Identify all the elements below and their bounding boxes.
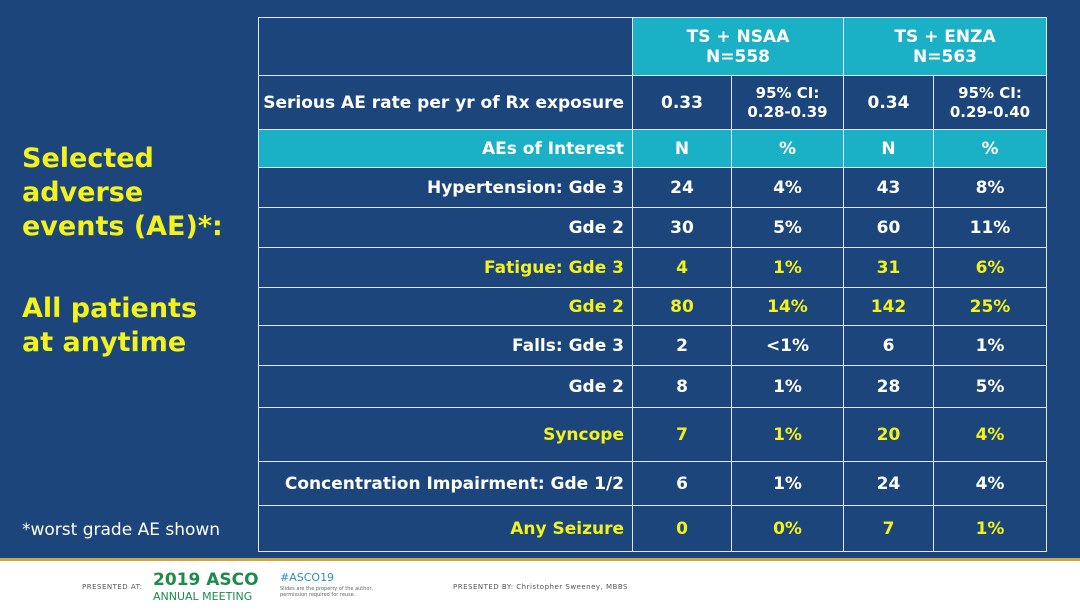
arm-header-enza: TS + ENZA N=563 (843, 17, 1047, 76)
asco-logo: 2019 ASCO (153, 570, 259, 590)
cell-value: 25% (933, 287, 1047, 326)
slide-subtitle: All patients at anytime (22, 293, 198, 358)
cell-value: 6% (933, 247, 1047, 288)
row-label: Hypertension: Gde 3 (258, 167, 633, 208)
cell-value: 30 (632, 207, 732, 248)
cell-value: 6 (843, 325, 934, 366)
row-label: Gde 2 (258, 365, 633, 408)
cell-value: 4% (731, 167, 844, 208)
adverse-events-table: TS + NSAA N=558 TS + ENZA N=563 Serious AE… (258, 17, 1047, 552)
cell-value: 31 (843, 247, 934, 288)
cell-value: 14% (731, 287, 844, 326)
ci-cell: 95% CI: 0.28-0.39 (731, 75, 844, 130)
table-row: Syncope 7 1% 20 4% (258, 407, 1047, 462)
cell-value: 1% (731, 247, 844, 288)
row-label: Syncope (258, 407, 633, 462)
hashtag: #ASCO19 (280, 571, 335, 584)
ci-cell: 95% CI: 0.29-0.40 (933, 75, 1047, 130)
column-header-row: AEs of Interest N % N % (258, 129, 1047, 168)
cell-value: 1% (731, 407, 844, 462)
ci-range: 0.28-0.39 (747, 102, 828, 121)
cell-value: 7 (632, 407, 732, 462)
cell-value: 5% (731, 207, 844, 248)
cell-value: 24 (632, 167, 732, 208)
row-label: Gde 2 (258, 207, 633, 248)
cell-value: 5% (933, 365, 1047, 408)
table-row: Hypertension: Gde 3 24 4% 43 8% (258, 167, 1047, 208)
row-label: Serious AE rate per yr of Rx exposure (258, 75, 633, 130)
rate-value: 0.34 (843, 75, 934, 130)
asco-logo-subtitle: ANNUAL MEETING (153, 590, 253, 603)
row-label: Gde 2 (258, 287, 633, 326)
column-header: AEs of Interest (258, 129, 633, 168)
footer: PRESENTED AT: 2019 ASCO ANNUAL MEETING #… (0, 558, 1080, 611)
arm-name: TS + NSAA (686, 26, 790, 47)
row-label: Falls: Gde 3 (258, 325, 633, 366)
table-row: Any Seizure 0 0% 7 1% (258, 505, 1047, 552)
table-row: Falls: Gde 3 2 <1% 6 1% (258, 325, 1047, 366)
ci-label: 95% CI: (755, 83, 820, 102)
table-row: Gde 2 30 5% 60 11% (258, 207, 1047, 248)
cell-value: 0% (731, 505, 844, 552)
cell-value: 20 (843, 407, 934, 462)
cell-value: 43 (843, 167, 934, 208)
table-row: Gde 2 80 14% 142 25% (258, 287, 1047, 326)
column-header: N (843, 129, 934, 168)
cell-value: 24 (843, 461, 934, 506)
cell-value: 1% (731, 461, 844, 506)
table-row: Fatigue: Gde 3 4 1% 31 6% (258, 247, 1047, 288)
rate-value: 0.33 (632, 75, 732, 130)
cell-value: 11% (933, 207, 1047, 248)
row-label: Any Seizure (258, 505, 633, 552)
ci-range: 0.29-0.40 (949, 102, 1031, 121)
cell-value: 2 (632, 325, 732, 366)
cell-value: 1% (933, 505, 1047, 552)
cell-value: 6 (632, 461, 732, 506)
cell-value: 142 (843, 287, 934, 326)
cell-value: 0 (632, 505, 732, 552)
cell-value: 8 (632, 365, 732, 408)
presented-at-label: PRESENTED AT: (82, 583, 143, 591)
column-header: % (933, 129, 1047, 168)
empty-header-cell (258, 17, 633, 76)
cell-value: 7 (843, 505, 934, 552)
table-row: Gde 2 8 1% 28 5% (258, 365, 1047, 408)
table-row: Concentration Impairment: Gde 1/2 6 1% 24 4% (258, 461, 1047, 506)
cell-value: 4 (632, 247, 732, 288)
row-label: Concentration Impairment: Gde 1/2 (258, 461, 633, 506)
footnote: *worst grade AE shown (22, 520, 221, 540)
row-label: Fatigue: Gde 3 (258, 247, 633, 288)
arm-header-nsaa: TS + NSAA N=558 (632, 17, 844, 76)
column-header: N (632, 129, 732, 168)
ci-label: 95% CI: (958, 83, 1022, 102)
arm-n: N=558 (706, 46, 770, 67)
column-header: % (731, 129, 844, 168)
arm-name: TS + ENZA (894, 26, 996, 47)
cell-value: 1% (731, 365, 844, 408)
slide-title: Selected adverse events (AE)*: (22, 143, 223, 242)
arm-n: N=563 (913, 46, 977, 67)
cell-value: 80 (632, 287, 732, 326)
presenter: PRESENTED BY: Christopher Sweeney, MBBS (453, 583, 628, 591)
cell-value: 4% (933, 461, 1047, 506)
cell-value: 4% (933, 407, 1047, 462)
cell-value: <1% (731, 325, 844, 366)
cell-value: 1% (933, 325, 1047, 366)
cell-value: 60 (843, 207, 934, 248)
cell-value: 28 (843, 365, 934, 408)
serious-ae-rate-row: Serious AE rate per yr of Rx exposure 0.… (258, 75, 1047, 130)
cell-value: 8% (933, 167, 1047, 208)
disclaimer: Slides are the property of the author, p… (280, 586, 374, 598)
